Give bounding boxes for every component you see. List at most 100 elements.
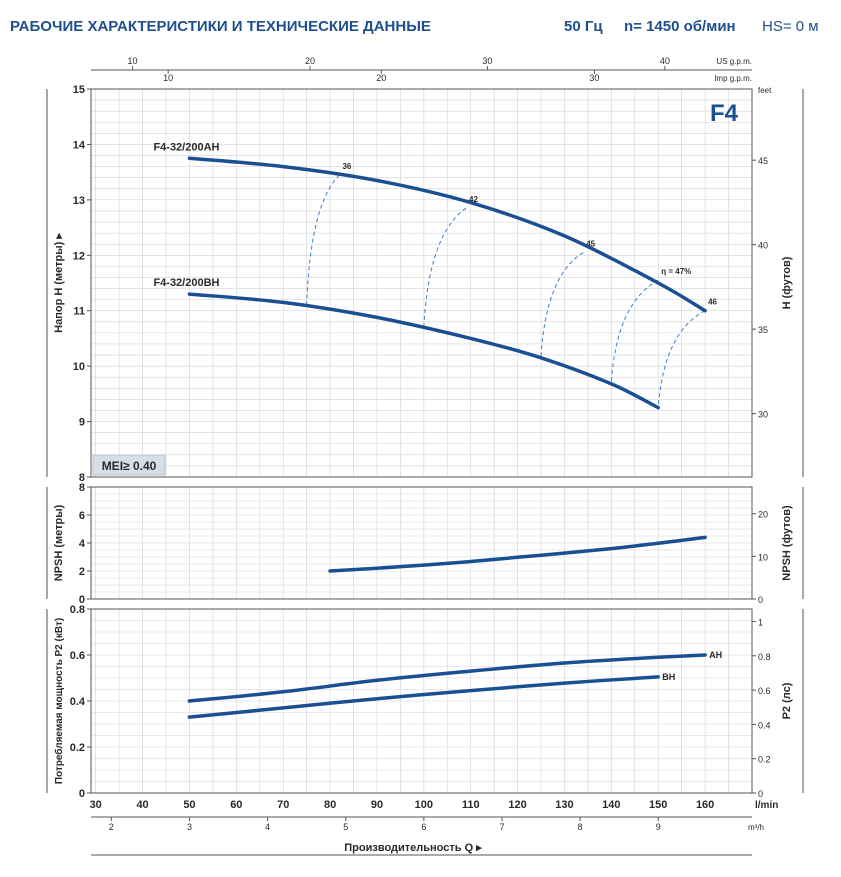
power-curve-bh [187,675,660,719]
us-gpm-tick-label: 10 [127,56,137,66]
x-lpm-tick-label: 110 [462,799,480,811]
head-y-tick-label: 8 [79,472,85,484]
head-curve-ah-label: F4-32/200AH [153,141,219,153]
x-lpm-unit: l/min [755,800,778,811]
head-feet-tick-label: 40 [758,241,768,251]
mei-box [92,454,166,476]
head-y-axis-title: Напор H (метры) ▸ [53,233,65,333]
head-y-tick-label: 12 [73,250,85,262]
npsh-y-tick-label: 8 [79,482,85,494]
efficiency-curve-0 [306,174,340,305]
npsh-feet-tick-label: 20 [758,510,768,520]
head-feet-tick-label: 35 [758,325,768,335]
us-gpm-tick-label: 20 [305,56,315,66]
efficiency-label: 42 [469,195,478,204]
efficiency-curve-3 [610,279,659,382]
x-lpm-tick-label: 70 [277,799,289,811]
x-m3h-tick-label: 3 [187,822,192,832]
efficiency-label: 36 [342,162,351,171]
frequency-label: 50 Гц [564,18,603,35]
x-m3h-tick-label: 4 [265,822,270,832]
power-y-tick-label: 0.8 [70,604,85,616]
head-y-tick-label: 15 [73,84,85,96]
efficiency-curve-1 [423,207,467,327]
x-axis-title: Производительность Q ▸ [344,842,482,854]
page-title: РАБОЧИЕ ХАРАКТЕРИСТИКИ И ТЕХНИЧЕСКИЕ ДАН… [10,18,431,35]
x-lpm-tick-label: 50 [183,799,195,811]
head-panel-grid [91,88,753,478]
power-curve-ah [187,653,707,703]
x-m3h-tick-label: 7 [499,822,504,832]
power-y-right-title: P2 (лс) [781,682,793,719]
x-lpm-tick-label: 160 [696,799,714,811]
npsh-y-axis-title: NPSH (метры) [53,504,65,581]
head-panel-frame [90,88,753,478]
power-y-axis-title: Потребляемая мощность P2 (кВт) [53,618,65,784]
power-hp-tick-label: 1 [758,617,763,627]
x-m3h-tick-label: 9 [656,822,661,832]
x-m3h-tick-label: 2 [109,822,114,832]
x-m3h-tick-label: 5 [343,822,348,832]
head-y-tick-label: 11 [73,306,85,318]
head-curve-bh-label: F4-32/200BH [153,277,219,289]
head-y-tick-label: 13 [73,195,85,207]
power-y-tick-label: 0.2 [70,742,85,754]
x-lpm-tick-label: 140 [602,799,620,811]
x-lpm-tick-label: 30 [90,799,102,811]
head-y-tick-label: 14 [73,139,86,151]
head-feet-tick-label: 30 [758,410,768,420]
x-m3h-tick-label: 8 [578,822,583,832]
x-lpm-tick-label: 100 [415,799,433,811]
efficiency-curve-2 [540,252,584,357]
power-hp-tick-label: 0 [758,789,763,799]
power-hp-tick-label: 0.6 [758,686,771,696]
power-curve-bh-label: BH [662,672,675,682]
imp-gpm-unit: Imp g.p.m. [714,74,752,83]
npsh-feet-tick-label: 10 [758,552,768,562]
speed-label: n= 1450 об/мин [624,18,736,35]
us-gpm-tick-label: 30 [482,56,492,66]
power-hp-tick-label: 0.2 [758,755,771,765]
npsh-curve [328,535,707,573]
feet-unit-label: feet [758,86,772,95]
us-gpm-unit: US g.p.m. [716,57,752,66]
imp-gpm-tick-label: 30 [589,73,599,83]
head-y-tick-label: 10 [73,361,85,373]
npsh-y-tick-label: 2 [79,566,85,578]
x-lpm-tick-label: 130 [555,799,573,811]
power-hp-tick-label: 0.8 [758,652,771,662]
head-y-right-title: H (футов) [781,256,793,309]
power-curve-ah-label: AH [709,650,722,660]
npsh-y-tick-label: 0 [79,594,85,606]
x-lpm-tick-label: 120 [508,799,526,811]
x-lpm-tick-label: 90 [371,799,383,811]
model-badge: F4 [710,100,739,127]
head-y-tick-label: 9 [79,417,85,429]
mei-label: MEI≥ 0.40 [102,459,157,473]
us-gpm-tick-label: 40 [660,56,670,66]
head-curve-bh [187,292,660,410]
head-feet-tick-label: 45 [758,156,768,166]
efficiency-curve-4 [657,310,706,408]
efficiency-label: 45 [586,240,595,249]
x-lpm-tick-label: 40 [136,799,148,811]
power-hp-tick-label: 0.4 [758,720,771,730]
x-m3h-unit: m³/h [748,823,764,832]
npsh-y-tick-label: 6 [79,510,85,522]
x-lpm-tick-label: 150 [649,799,667,811]
x-m3h-tick-label: 6 [421,822,426,832]
efficiency-label: η = 47% [661,267,691,276]
x-lpm-tick-label: 60 [230,799,242,811]
power-y-tick-label: 0.4 [70,696,86,708]
imp-gpm-tick-label: 10 [163,73,173,83]
power-y-tick-label: 0 [79,788,85,800]
hs-label: HS= 0 м [762,18,819,35]
head-curve-ah [187,156,707,313]
imp-gpm-tick-label: 20 [376,73,386,83]
npsh-y-right-title: NPSH (футов) [781,505,793,581]
npsh-y-tick-label: 4 [79,538,86,550]
x-lpm-tick-label: 80 [324,799,336,811]
npsh-feet-tick-label: 0 [758,595,763,605]
power-y-tick-label: 0.6 [70,650,85,662]
